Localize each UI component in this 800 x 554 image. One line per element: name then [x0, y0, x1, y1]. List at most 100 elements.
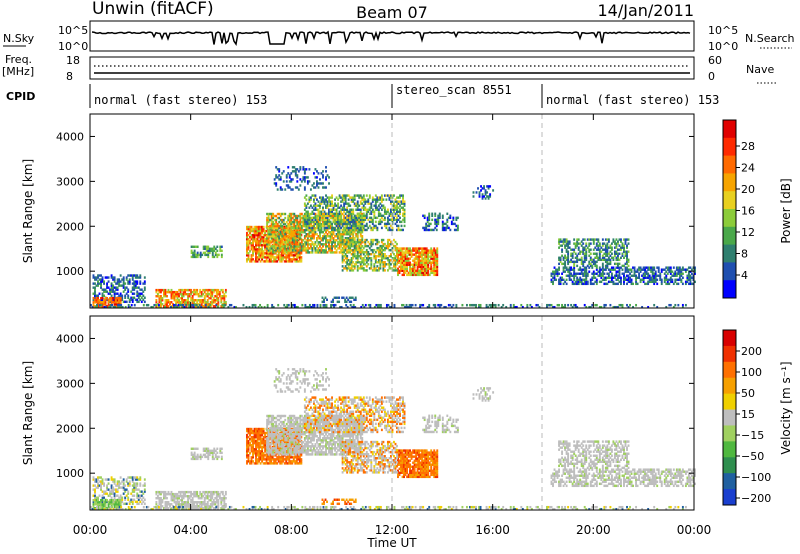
power-cell [346, 202, 349, 205]
power-cell [208, 288, 211, 292]
power-cell [340, 210, 343, 213]
power-cell [565, 250, 568, 253]
power-cell [352, 235, 355, 238]
power-cell [355, 248, 358, 252]
power-cell [583, 268, 586, 271]
power-cell [153, 303, 156, 307]
power-cell [271, 239, 274, 243]
power-cell [447, 226, 450, 230]
power-cell [431, 255, 434, 258]
power-cell [356, 212, 359, 215]
power-cell [689, 274, 692, 277]
power-cell [164, 303, 167, 306]
power-cell [264, 252, 267, 255]
power-cell [300, 230, 303, 234]
power-cell [422, 271, 425, 275]
power-cell [306, 210, 309, 213]
power-cell [352, 220, 355, 224]
power-cell [620, 240, 622, 243]
power-cell [322, 212, 324, 216]
power-cell [139, 292, 142, 295]
power-cell [319, 178, 321, 181]
power-cell [334, 220, 337, 224]
power-cell [94, 296, 96, 299]
power-cell [136, 282, 139, 285]
power-cell [112, 290, 115, 293]
power-cell [224, 288, 227, 292]
power-cell [361, 244, 364, 248]
power-cell [217, 253, 220, 257]
power-cell [681, 282, 684, 286]
power-cell [213, 249, 216, 253]
power-cell [276, 254, 279, 257]
power-cell [261, 248, 264, 251]
power-cell [576, 254, 579, 257]
power-cell [683, 268, 686, 271]
velocity-cell [119, 486, 122, 489]
power-cell [303, 249, 306, 252]
power-cell [329, 214, 332, 218]
power-cell [344, 267, 347, 270]
power-cell [325, 218, 327, 222]
power-cell [409, 251, 412, 254]
power-cell [329, 196, 332, 199]
power-cell [250, 254, 253, 257]
power-cell [276, 260, 279, 263]
power-cell [388, 242, 391, 246]
power-cell [127, 303, 130, 307]
power-cell [326, 241, 329, 244]
power-cell [427, 265, 430, 268]
power-cell [337, 226, 340, 230]
power-cell [397, 251, 399, 254]
power-cell [211, 290, 214, 294]
power-cell [355, 220, 358, 224]
power-cell [472, 303, 474, 307]
power-cell [606, 254, 609, 257]
power-cell [208, 249, 211, 253]
power-cell [112, 305, 115, 309]
power-cell [409, 261, 412, 264]
power-cell [347, 230, 350, 234]
power-cell [565, 240, 568, 243]
power-cell [359, 220, 362, 224]
power-cell [268, 235, 271, 239]
power-cell [561, 262, 564, 266]
power-cell [312, 247, 315, 250]
power-cell [302, 220, 305, 224]
power-cell [386, 259, 389, 262]
power-cell [349, 226, 352, 230]
power-cell [350, 228, 353, 232]
power-cell [374, 261, 377, 264]
power-cell [487, 187, 490, 190]
power-cell [350, 261, 353, 264]
power-cell [104, 303, 107, 306]
power-cell [334, 204, 337, 207]
power-cell [431, 212, 434, 215]
power-cell [306, 212, 309, 215]
power-cell [291, 254, 294, 257]
power-cell [481, 193, 484, 196]
power-cell [216, 253, 219, 257]
power-cell [331, 237, 334, 240]
power-cell [255, 244, 258, 247]
power-cell [315, 208, 318, 211]
power-cell [606, 264, 609, 268]
power-cell [208, 247, 211, 251]
power-cell [446, 212, 449, 215]
power-cell [101, 276, 104, 279]
power-cell [271, 237, 274, 241]
power-cell [290, 226, 293, 230]
power-cell [329, 204, 332, 207]
power-cell [618, 268, 621, 271]
power-cell [589, 262, 592, 266]
power-cell [349, 214, 352, 218]
power-cell [358, 251, 361, 254]
power-cell [373, 305, 376, 309]
power-cell [259, 252, 262, 255]
power-cell [660, 282, 663, 286]
power-cell [272, 235, 275, 238]
power-cell [121, 296, 124, 299]
power-cell [300, 245, 303, 248]
power-cell [694, 272, 696, 275]
power-cell [190, 288, 193, 292]
